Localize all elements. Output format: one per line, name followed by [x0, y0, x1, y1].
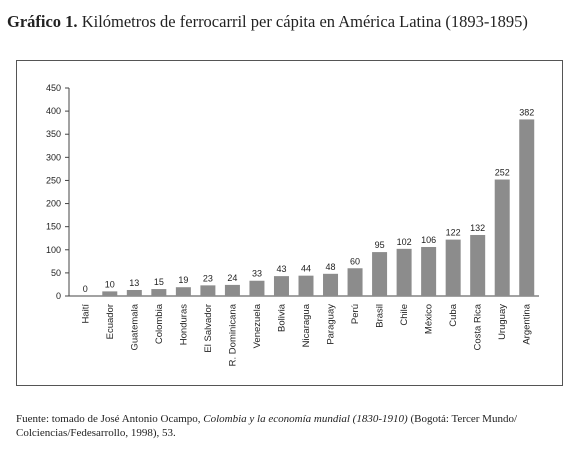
- data-label: 132: [470, 223, 485, 233]
- category-label: R. Dominicana: [227, 303, 238, 366]
- bar: [396, 248, 412, 296]
- data-label: 10: [105, 279, 115, 289]
- bar: [421, 247, 437, 296]
- bar: [200, 285, 216, 296]
- source-suffix: (Bogotá: Tercer Mundo/ Colciencias/Fedes…: [16, 413, 517, 439]
- category-label: México: [424, 304, 435, 334]
- figure-label: Gráfico 1.: [7, 12, 78, 31]
- y-tick-label: 100: [46, 245, 61, 255]
- bar: [102, 291, 118, 296]
- y-tick-label: 150: [46, 222, 61, 232]
- category-label: Perú: [350, 304, 361, 324]
- data-label: 19: [178, 275, 188, 285]
- category-label: Costa Rica: [473, 303, 484, 350]
- bar: [347, 268, 363, 296]
- bar: [273, 276, 289, 296]
- y-tick-label: 400: [46, 106, 61, 116]
- category-label: Colombia: [154, 303, 165, 344]
- bar: [224, 284, 240, 296]
- data-label: 15: [154, 277, 164, 287]
- bar-chart: 0 50 100 150 200 250 300 350 400 450 0 Haití 10 Ecuad…: [46, 83, 539, 366]
- data-label: 106: [421, 235, 436, 245]
- data-label: 0: [83, 284, 88, 294]
- bar: [519, 119, 535, 296]
- data-label: 24: [227, 273, 237, 283]
- data-label: 122: [446, 228, 461, 238]
- category-label: El Salvador: [203, 304, 214, 353]
- category-label: Cuba: [448, 303, 459, 326]
- bar: [126, 289, 142, 296]
- data-label: 43: [276, 264, 286, 274]
- bar: [175, 287, 191, 296]
- data-label: 44: [301, 264, 311, 274]
- bar: [445, 239, 461, 296]
- category-label: Nicaragua: [301, 303, 312, 347]
- category-label: Haití: [80, 304, 91, 324]
- bar: [323, 273, 339, 296]
- data-label: 48: [326, 262, 336, 272]
- data-label: 382: [519, 107, 534, 117]
- y-tick-label: 300: [46, 152, 61, 162]
- source-work: Colombia y la economía mundial (1830-191…: [203, 413, 408, 425]
- data-label: 60: [350, 256, 360, 266]
- category-label: Paraguay: [326, 304, 337, 345]
- y-tick-label: 0: [56, 291, 61, 301]
- data-label: 102: [397, 237, 412, 247]
- chart-frame: 0 50 100 150 200 250 300 350 400 450 0 Haití 10 Ecuad…: [16, 60, 563, 386]
- y-tick-label: 250: [46, 175, 61, 185]
- category-label: Venezuela: [252, 303, 263, 348]
- data-label: 95: [375, 240, 385, 250]
- figure-title: Kilómetros de ferrocarril per cápita en …: [81, 12, 528, 31]
- category-label: Ecuador: [105, 304, 116, 339]
- y-tick-label: 200: [46, 199, 61, 209]
- category-label: Argentina: [522, 303, 533, 344]
- data-label: 23: [203, 273, 213, 283]
- y-tick-label: 350: [46, 129, 61, 139]
- category-label: Uruguay: [497, 304, 508, 340]
- data-label: 13: [129, 278, 139, 288]
- bar: [151, 289, 167, 296]
- figure-heading: Gráfico 1. Kilómetros de ferrocarril per…: [7, 12, 528, 32]
- category-label: Chile: [399, 304, 410, 326]
- source-prefix: Fuente: tomado de José Antonio Ocampo,: [16, 413, 204, 425]
- data-label: 33: [252, 269, 262, 279]
- category-label: Brasil: [375, 304, 386, 328]
- y-tick-label: 450: [46, 83, 61, 93]
- y-tick-label: 50: [51, 268, 61, 278]
- bar: [372, 252, 388, 296]
- data-label: 252: [495, 168, 510, 178]
- category-label: Bolivia: [276, 303, 287, 332]
- category-label: Guatemala: [129, 303, 140, 350]
- source-note: Fuente: tomado de José Antonio Ocampo, C…: [16, 412, 572, 440]
- bar: [249, 280, 265, 296]
- bar: [494, 179, 510, 296]
- bar: [298, 275, 314, 296]
- category-label: Honduras: [178, 304, 189, 345]
- bar: [470, 234, 486, 296]
